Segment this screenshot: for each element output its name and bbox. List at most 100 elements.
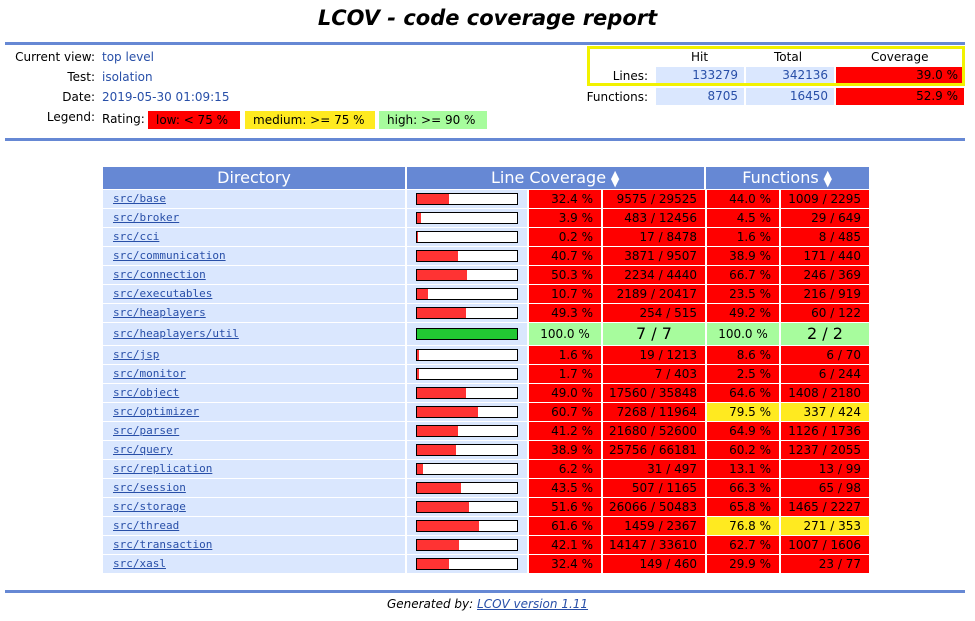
coverage-bar-cell (407, 517, 527, 535)
directory-link[interactable]: src/xasl (113, 557, 166, 570)
legend-label: Legend: (46, 110, 95, 124)
function-coverage-count: 216 / 919 (781, 285, 869, 303)
function-coverage-percent: 79.5 % (707, 403, 779, 421)
line-coverage-percent: 1.6 % (529, 346, 601, 364)
line-coverage-count: 2234 / 4440 (603, 266, 705, 284)
sort-icon[interactable]: ▲ ▼ (823, 167, 832, 189)
directory-link[interactable]: src/cci (113, 230, 160, 243)
coverage-bar-fill (417, 308, 467, 318)
directory-link[interactable]: src/object (113, 386, 180, 399)
line-coverage-percent: 1.7 % (529, 365, 601, 383)
coverage-bar-cell (407, 346, 527, 364)
directory-link[interactable]: src/transaction (113, 538, 213, 551)
directory-cell: src/transaction (103, 536, 405, 554)
function-coverage-percent: 8.6 % (707, 346, 779, 364)
coverage-bar (416, 444, 518, 456)
directory-cell: src/broker (103, 209, 405, 227)
coverage-bar-fill (417, 502, 469, 512)
line-coverage-percent: 49.0 % (529, 384, 601, 402)
directory-cell: src/parser (103, 422, 405, 440)
function-coverage-percent: 60.2 % (707, 441, 779, 459)
coverage-bar-cell (407, 460, 527, 478)
function-coverage-percent: 23.5 % (707, 285, 779, 303)
coverage-bar (416, 288, 518, 300)
function-coverage-count: 1408 / 2180 (781, 384, 869, 402)
coverage-bar-fill (417, 350, 419, 360)
col-functions[interactable]: Functions ▲ ▼ (706, 167, 869, 189)
coverage-bar (416, 250, 518, 262)
directory-link[interactable]: src/replication (113, 462, 213, 475)
directory-link[interactable]: src/monitor (113, 367, 186, 380)
directory-cell: src/base (103, 190, 405, 208)
legend-medium: medium: >= 75 % (245, 111, 375, 129)
col-line-coverage[interactable]: Line Coverage ▲ ▼ (407, 167, 704, 189)
coverage-bar-fill (417, 329, 517, 339)
directory-link[interactable]: src/parser (113, 424, 180, 437)
directory-link[interactable]: src/connection (113, 268, 206, 281)
directory-cell: src/thread (103, 517, 405, 535)
directory-link[interactable]: src/heaplayers/util (113, 327, 239, 340)
lcov-version-link[interactable]: LCOV version 1.11 (477, 597, 589, 611)
directory-link[interactable]: src/heaplayers (113, 306, 206, 319)
directory-link[interactable]: src/optimizer (113, 405, 200, 418)
coverage-bar-fill (417, 540, 460, 550)
coverage-bar (416, 269, 518, 281)
coverage-bar (416, 520, 518, 532)
bottom-rule (5, 590, 965, 593)
coverage-bar-cell (407, 498, 527, 516)
date-label: Date: (62, 90, 95, 104)
function-coverage-count: 171 / 440 (781, 247, 869, 265)
function-coverage-count: 246 / 369 (781, 266, 869, 284)
top-rule (5, 42, 965, 45)
line-coverage-percent: 61.6 % (529, 517, 601, 535)
summary-functions-coverage: 52.9 % (836, 88, 964, 105)
summary-functions-label: Functions: (586, 90, 648, 104)
summary-functions-hit: 8705 (656, 88, 744, 105)
summary-col-coverage: Coverage (871, 50, 929, 64)
function-coverage-count: 23 / 77 (781, 555, 869, 573)
coverage-bar-fill (417, 289, 428, 299)
directory-link[interactable]: src/query (113, 443, 173, 456)
directory-link[interactable]: src/storage (113, 500, 186, 513)
coverage-bar-cell (407, 479, 527, 497)
coverage-bar (416, 193, 518, 205)
directory-link[interactable]: src/session (113, 481, 186, 494)
coverage-bar-cell (407, 384, 527, 402)
directory-cell: src/xasl (103, 555, 405, 573)
line-coverage-count: 25756 / 66181 (603, 441, 705, 459)
line-coverage-count: 17 / 8478 (603, 228, 705, 246)
directory-link[interactable]: src/communication (113, 249, 226, 262)
line-coverage-count: 14147 / 33610 (603, 536, 705, 554)
line-coverage-percent: 41.2 % (529, 422, 601, 440)
directory-cell: src/heaplayers (103, 304, 405, 322)
line-coverage-percent: 6.2 % (529, 460, 601, 478)
coverage-bar (416, 231, 518, 243)
directory-link[interactable]: src/executables (113, 287, 213, 300)
coverage-bar-fill (417, 559, 450, 569)
line-coverage-percent: 60.7 % (529, 403, 601, 421)
line-coverage-count: 483 / 12456 (603, 209, 705, 227)
directory-cell: src/optimizer (103, 403, 405, 421)
function-coverage-count: 1126 / 1736 (781, 422, 869, 440)
line-coverage-count: 21680 / 52600 (603, 422, 705, 440)
legend-high: high: >= 90 % (379, 111, 487, 129)
function-coverage-percent: 64.9 % (707, 422, 779, 440)
function-coverage-count: 29 / 649 (781, 209, 869, 227)
coverage-bar (416, 539, 518, 551)
directory-link[interactable]: src/thread (113, 519, 180, 532)
summary-functions-total: 16450 (746, 88, 834, 105)
sort-icon[interactable]: ▲ ▼ (610, 167, 620, 189)
coverage-bar-cell (407, 304, 527, 322)
line-coverage-percent: 32.4 % (529, 190, 601, 208)
directory-link[interactable]: src/jsp (113, 348, 160, 361)
directory-link[interactable]: src/base (113, 192, 166, 205)
coverage-bar-fill (417, 369, 419, 379)
line-coverage-percent: 10.7 % (529, 285, 601, 303)
coverage-bar-cell (407, 403, 527, 421)
coverage-bar (416, 212, 518, 224)
line-coverage-count: 2189 / 20417 (603, 285, 705, 303)
line-coverage-count: 9575 / 29525 (603, 190, 705, 208)
coverage-bar-fill (417, 388, 466, 398)
line-coverage-count: 7 / 403 (603, 365, 705, 383)
directory-link[interactable]: src/broker (113, 211, 180, 224)
